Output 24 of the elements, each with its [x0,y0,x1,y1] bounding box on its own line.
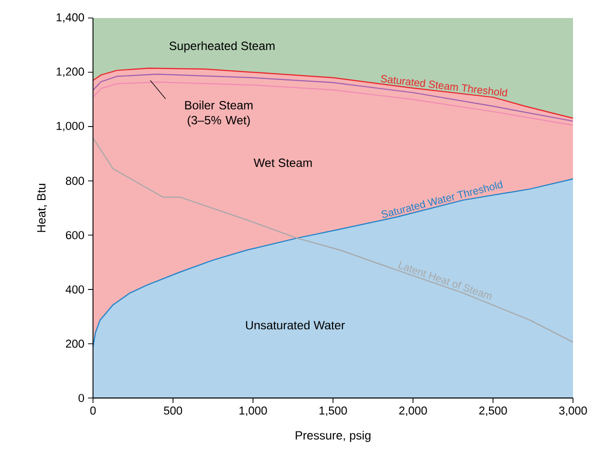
text: Latent Heat of Steam [398,261,492,300]
x-tick-label: 1,000 [240,406,267,416]
x-tick-label: 3,000 [559,406,587,416]
x-tick-label: 500 [164,406,182,415]
y-tick-label: 1,000 [56,122,84,132]
annotation: Superheated Steam [169,41,274,52]
y-axis-title: Heat, Btu [37,184,47,232]
y-tick-label: 400 [66,285,84,294]
y-tick-label: 1,200 [56,68,84,78]
series-label: Saturated Steam Threshold [380,75,508,97]
y-tick-label: 0 [78,394,84,402]
x-tick-label: 2,500 [479,406,507,416]
y-tick-label: 800 [66,176,84,185]
annotation: Boiler Steam (3–5% Wet) [185,100,253,127]
line-series [92,137,574,343]
y-tick-label: 200 [66,340,84,348]
y-tick-label: 600 [66,231,84,240]
y-tick-label: 1,400 [56,13,84,23]
x-axis-title: Pressure, psig [296,430,370,442]
x-tick-label: 0 [90,406,96,415]
annotation: Wet Steam [254,158,312,167]
x-tick-label: 1,500 [320,406,347,416]
x-tick-label: 2,000 [399,406,427,416]
annotation: Unsaturated Water [246,320,345,330]
